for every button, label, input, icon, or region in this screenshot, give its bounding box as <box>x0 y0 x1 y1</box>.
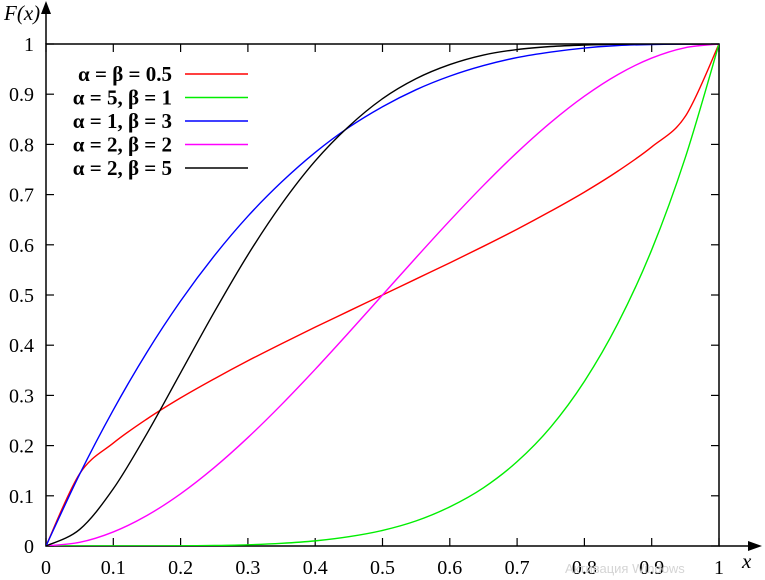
watermark-text: Активация Windows <box>565 561 685 576</box>
legend-label-3: α = 1, β = 3 <box>73 109 172 133</box>
legend-label-1: α = β = 0.5 <box>78 62 172 86</box>
y-tick-label: 0 <box>24 536 34 558</box>
x-tick-label: 0.4 <box>303 557 328 579</box>
x-axis-arrowhead <box>748 541 762 551</box>
y-tick-label: 0.4 <box>9 335 34 357</box>
y-tick-label: 0.9 <box>9 84 34 106</box>
x-tick-label: 0.9 <box>639 557 664 579</box>
y-tick-label: 0.6 <box>9 235 34 257</box>
legend: α = β = 0.5α = 5, β = 1α = 1, β = 3α = 2… <box>73 62 248 180</box>
y-axis-arrowhead <box>41 1 51 14</box>
axis-ticks <box>45 43 720 547</box>
y-axis-label: F(x) <box>3 1 40 25</box>
series-line-2 <box>46 44 719 546</box>
legend-label-4: α = 2, β = 2 <box>73 133 172 157</box>
y-tick-label: 0.3 <box>9 385 34 407</box>
x-tick-label: 0.5 <box>370 557 395 579</box>
x-tick-label: 0.7 <box>505 557 530 579</box>
y-tick-label: 0.1 <box>9 486 34 508</box>
x-tick-label: 0.1 <box>101 557 126 579</box>
y-tick-label: 0.5 <box>9 285 34 307</box>
x-tick-label: 1 <box>714 557 724 579</box>
x-tick-label: 0 <box>41 557 51 579</box>
y-tick-label: 1 <box>24 34 34 56</box>
series-line-4 <box>46 44 719 546</box>
axis-tick-labels: 0 0.1 0.2 0.3 0.4 0.5 0.6 0.7 0.8 0.9 1 0 0.1 0.2 0.3 0… <box>9 34 724 579</box>
y-tick-label: 0.8 <box>9 134 34 156</box>
series-line-5 <box>46 44 719 546</box>
y-tick-label: 0.2 <box>9 436 34 458</box>
x-tick-label: 0.3 <box>235 557 260 579</box>
x-tick-label: 0.8 <box>572 557 597 579</box>
x-tick-label: 0.6 <box>437 557 462 579</box>
x-tick-label: 0.2 <box>168 557 193 579</box>
x-axis-label: x <box>741 549 752 573</box>
y-tick-label: 0.7 <box>9 185 34 207</box>
series-line-3 <box>46 44 719 546</box>
legend-label-5: α = 2, β = 5 <box>73 156 172 180</box>
legend-label-2: α = 5, β = 1 <box>73 86 172 110</box>
series-lines <box>46 44 719 546</box>
